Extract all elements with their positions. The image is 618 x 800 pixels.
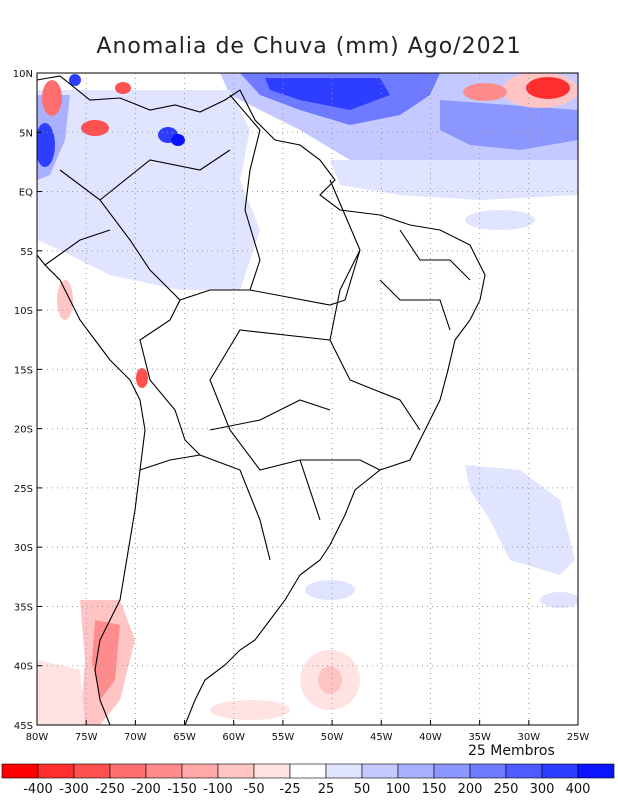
wet-anomaly-north-atlantic-inner bbox=[265, 78, 390, 110]
anomaly-field bbox=[37, 73, 578, 725]
colorbar-label: -150 bbox=[167, 782, 197, 797]
colorbar-label: 200 bbox=[458, 782, 483, 797]
dry-spot-bolivia bbox=[136, 368, 148, 388]
longitude-tick-label: 45W bbox=[370, 732, 393, 743]
longitude-tick-label: 25W bbox=[567, 732, 590, 743]
colorbar-swatch bbox=[181, 763, 219, 779]
dry-patch-far-south bbox=[210, 700, 290, 720]
longitude-tick-label: 75W bbox=[75, 732, 98, 743]
colorbar-label: -25 bbox=[279, 782, 300, 797]
dry-spot-peru bbox=[57, 280, 73, 320]
latitude-tick-labels: 10N 5N EQ 5S 10S 15S 20S 25S 30S 35S 40S 45S bbox=[13, 69, 42, 732]
light-wet-band bbox=[330, 160, 578, 200]
latitude-tick-label: 45S bbox=[14, 721, 33, 732]
colorbar-swatch bbox=[577, 763, 615, 779]
wet-anomaly-amazon bbox=[37, 90, 260, 290]
longitude-tick-label: 40W bbox=[419, 732, 442, 743]
latitude-tick-label: 5S bbox=[20, 247, 33, 258]
colorbar-label: 300 bbox=[530, 782, 555, 797]
colorbar-label: -300 bbox=[59, 782, 89, 797]
colorbar-label: 250 bbox=[494, 782, 519, 797]
wet-spot-2 bbox=[171, 134, 185, 146]
colorbar-swatch bbox=[253, 763, 291, 779]
colorbar-swatch bbox=[361, 763, 399, 779]
latitude-tick-label: 10N bbox=[13, 69, 33, 80]
colorbar-label: -100 bbox=[203, 782, 233, 797]
wet-amazon-patch bbox=[160, 258, 240, 282]
wet-northeast-patch bbox=[465, 210, 535, 230]
longitude-tick-label: 60W bbox=[222, 732, 245, 743]
dry-anomaly-ne-core bbox=[526, 77, 570, 99]
dry-spot-colombia bbox=[81, 120, 109, 136]
state-borders bbox=[209, 179, 471, 521]
colorbar-label: -200 bbox=[131, 782, 161, 797]
latitude-tick-label: EQ bbox=[19, 188, 33, 199]
colorbar-swatch bbox=[109, 763, 147, 779]
latitude-tick-label: 20S bbox=[14, 425, 33, 436]
longitude-tick-label: 65W bbox=[173, 732, 196, 743]
wet-spot-3 bbox=[69, 74, 81, 86]
longitude-tick-label: 70W bbox=[124, 732, 147, 743]
lat-lon-grid bbox=[37, 73, 578, 725]
colorbar-swatch bbox=[397, 763, 435, 779]
south-america-coastline bbox=[37, 75, 486, 725]
wet-patch-sa-2 bbox=[540, 592, 578, 608]
dry-anomaly-atlantic-south-core bbox=[318, 666, 342, 694]
colorbar-label: -50 bbox=[243, 782, 264, 797]
dry-anomaly-pacific bbox=[37, 660, 85, 725]
latitude-tick-label: 15S bbox=[14, 365, 33, 376]
dry-spot-venezuela bbox=[115, 82, 131, 94]
colorbar-swatch bbox=[505, 763, 543, 779]
colorbar-label: 100 bbox=[386, 782, 411, 797]
latitude-tick-label: 35S bbox=[14, 602, 33, 613]
colorbar-swatch bbox=[469, 763, 507, 779]
map-frame bbox=[36, 72, 579, 726]
longitude-tick-label: 35W bbox=[468, 732, 491, 743]
members-label: 25 Membros bbox=[468, 743, 555, 759]
colorbar-swatch bbox=[37, 763, 75, 779]
colorbar-swatch bbox=[433, 763, 471, 779]
map-title: Anomalia de Chuva (mm) Ago/2021 bbox=[96, 34, 522, 59]
brazil-border bbox=[139, 94, 271, 561]
wet-anomaly-south-atlantic bbox=[465, 465, 575, 575]
andes-borders bbox=[44, 149, 231, 471]
wet-spot-colombia bbox=[37, 123, 55, 167]
colorbar-label: -400 bbox=[23, 782, 53, 797]
colorbar-swatch bbox=[289, 763, 327, 779]
dry-anomaly-chile-core bbox=[92, 620, 120, 700]
colorbar-swatch bbox=[1, 763, 39, 779]
wet-anomaly-east-atlantic bbox=[440, 100, 578, 150]
colorbar-swatch bbox=[145, 763, 183, 779]
longitude-tick-label: 55W bbox=[272, 732, 295, 743]
colorbar-label: 150 bbox=[422, 782, 447, 797]
colorbar-label: 400 bbox=[566, 782, 591, 797]
latitude-tick-label: 10S bbox=[14, 306, 33, 317]
coastline-and-borders bbox=[37, 75, 486, 725]
colorbar-label: 25 bbox=[318, 782, 335, 797]
colorbar-swatch bbox=[541, 763, 579, 779]
longitude-tick-label: 80W bbox=[26, 732, 49, 743]
latitude-tick-label: 5N bbox=[19, 128, 33, 139]
latitude-tick-label: 40S bbox=[14, 662, 33, 673]
colorbar-label: -250 bbox=[95, 782, 125, 797]
latitude-tick-label: 30S bbox=[14, 543, 33, 554]
dry-spot-colombia-2 bbox=[42, 80, 62, 116]
latitude-tick-label: 25S bbox=[14, 484, 33, 495]
colorbar-swatch bbox=[325, 763, 363, 779]
colorbar-label: 50 bbox=[354, 782, 371, 797]
wet-patch-sa bbox=[305, 580, 355, 600]
colorbar-labels: -400 -300 -250 -200 -150 -100 -50 -25 25 50 100 150… bbox=[23, 782, 590, 797]
colorbar-swatch bbox=[217, 763, 255, 779]
longitude-tick-label: 50W bbox=[321, 732, 344, 743]
longitude-tick-label: 30W bbox=[518, 732, 541, 743]
dry-anomaly-ne-2 bbox=[463, 83, 507, 101]
colorbar bbox=[1, 763, 615, 779]
colorbar-swatch bbox=[73, 763, 111, 779]
longitude-tick-labels: 80W 75W 70W 65W 60W 55W 50W 45W 40W 35W 30W 25W bbox=[26, 720, 590, 743]
